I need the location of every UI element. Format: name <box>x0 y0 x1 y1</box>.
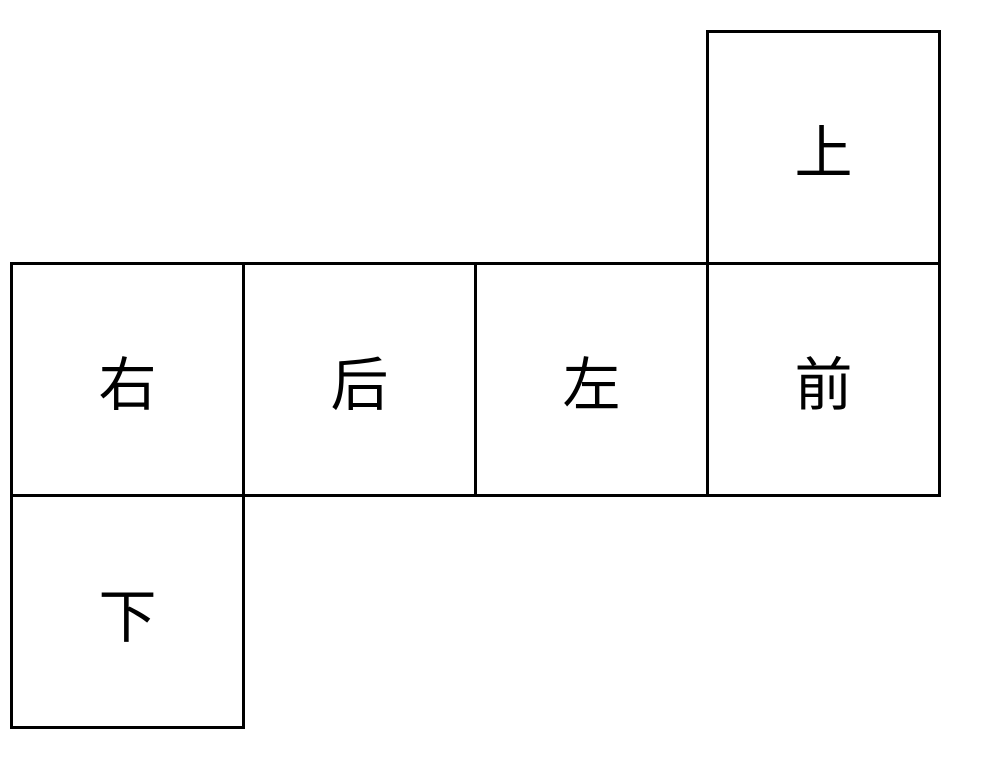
cell-back: 后 <box>242 262 477 497</box>
cell-label-bottom: 下 <box>98 570 156 654</box>
cell-label-top: 上 <box>794 106 852 190</box>
cell-label-right: 右 <box>98 338 156 422</box>
cell-top: 上 <box>706 30 941 265</box>
cell-left: 左 <box>474 262 709 497</box>
cell-right: 右 <box>10 262 245 497</box>
cell-label-front: 前 <box>794 338 852 422</box>
cell-label-back: 后 <box>330 338 388 422</box>
cell-label-left: 左 <box>562 338 620 422</box>
cell-bottom: 下 <box>10 494 245 729</box>
cell-front: 前 <box>706 262 941 497</box>
